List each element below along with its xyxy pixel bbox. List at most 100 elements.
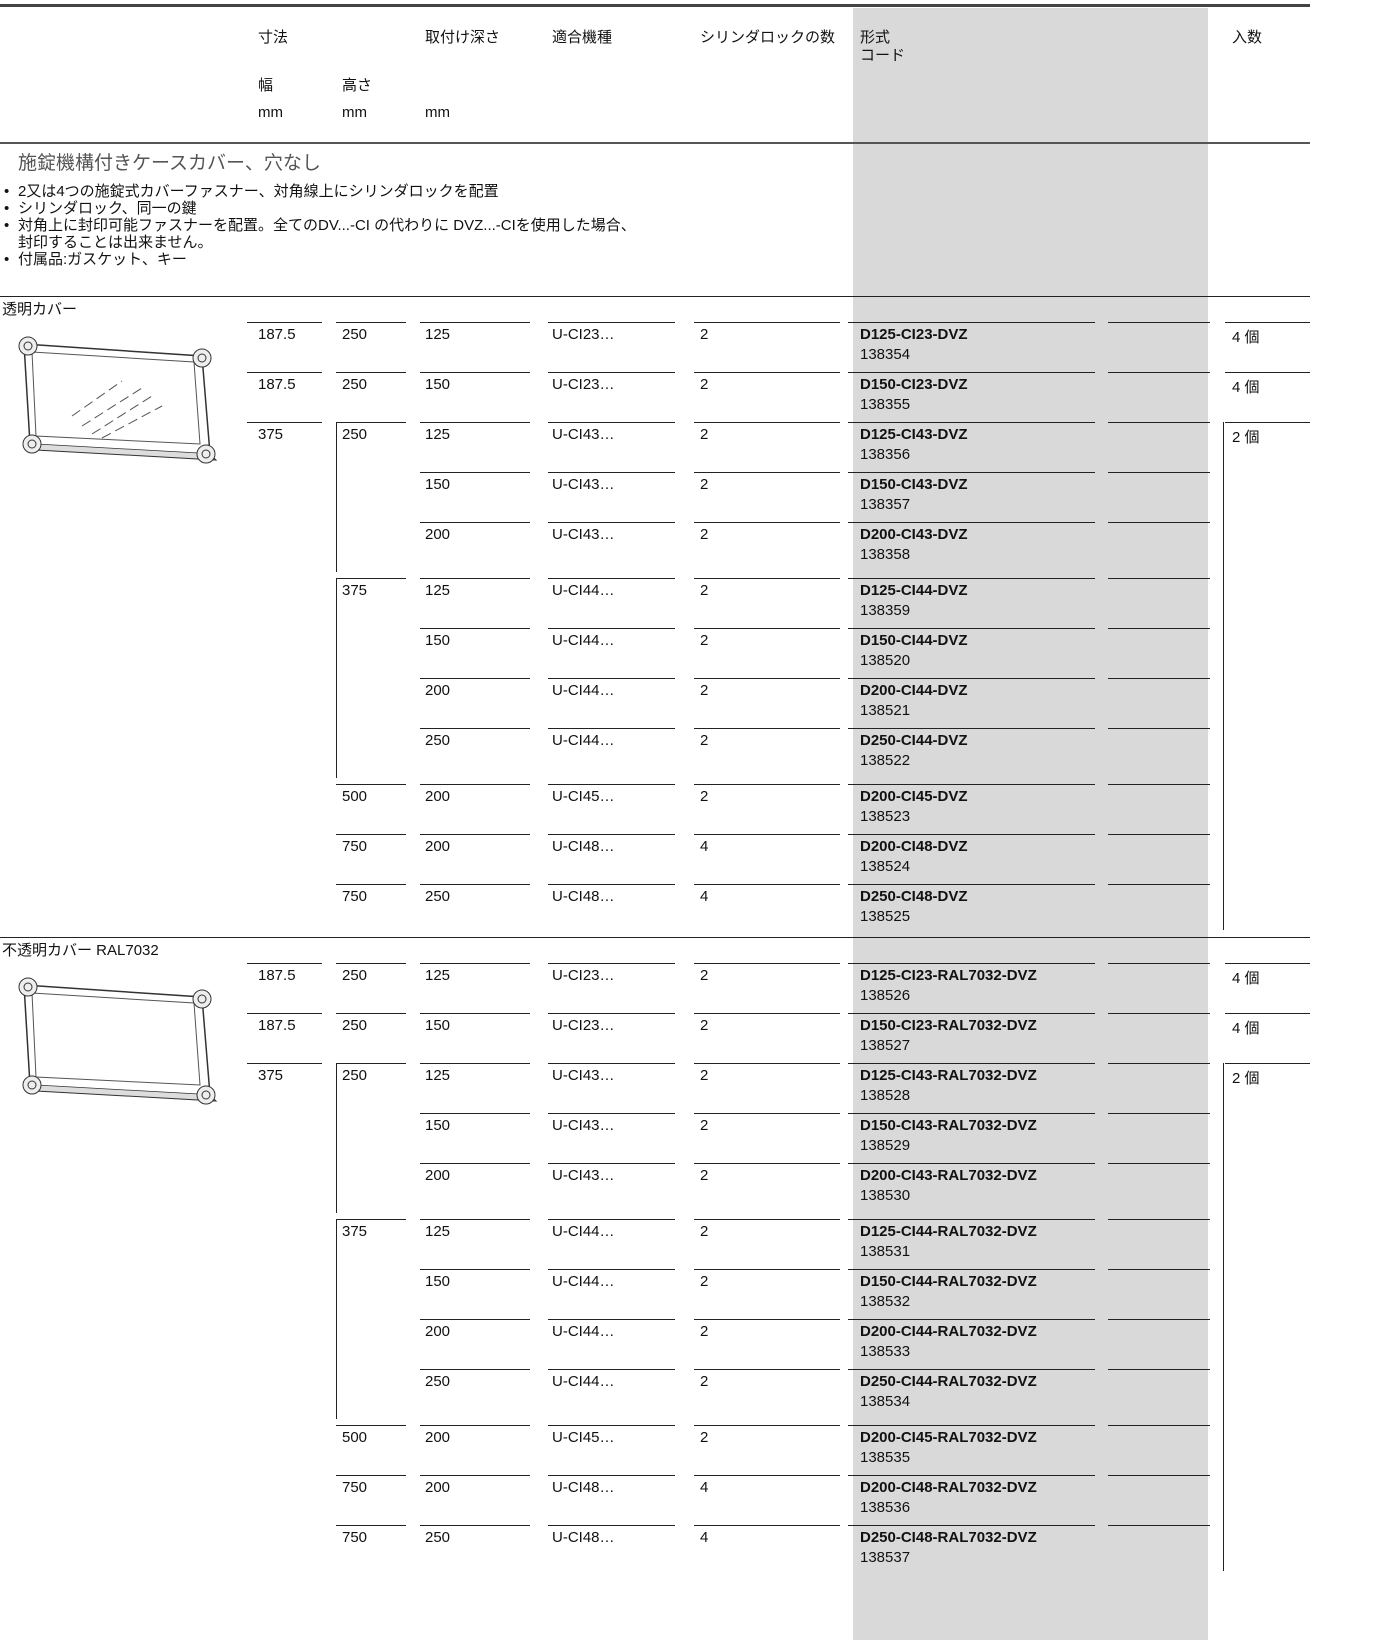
cell-qty: 4 個 xyxy=(1232,329,1260,346)
rule xyxy=(694,578,840,579)
header-type: 形式 xyxy=(860,29,891,46)
rule xyxy=(336,578,337,778)
rule xyxy=(420,884,530,885)
rule xyxy=(1108,1475,1210,1476)
cell-locks: 2 xyxy=(700,1373,709,1390)
rule xyxy=(548,1063,675,1064)
cell-code: 138357 xyxy=(860,496,911,513)
rule xyxy=(848,963,1095,964)
rule xyxy=(1108,963,1210,964)
rule xyxy=(336,1219,406,1220)
rule xyxy=(1108,628,1210,629)
rule xyxy=(1225,1063,1310,1064)
cell-d: 125 xyxy=(425,1067,451,1084)
cell-qty: 2 個 xyxy=(1232,429,1260,446)
cell-d: 200 xyxy=(425,1479,451,1496)
cell-model: U-CI23… xyxy=(552,967,615,984)
unit: mm xyxy=(425,104,450,121)
cell-model: U-CI23… xyxy=(552,1017,615,1034)
rule xyxy=(420,834,530,835)
rule xyxy=(848,1063,1095,1064)
cell-code: 138531 xyxy=(860,1243,911,1260)
cell-locks: 2 xyxy=(700,1323,709,1340)
cell-type: D200-CI48-DVZ xyxy=(860,838,968,855)
cell-locks: 2 xyxy=(700,1223,709,1240)
rule xyxy=(694,884,840,885)
rule xyxy=(336,1013,406,1014)
cell-code: 138528 xyxy=(860,1087,911,1104)
cell-d: 125 xyxy=(425,1223,451,1240)
cell-model: U-CI48… xyxy=(552,838,615,855)
rule xyxy=(1223,422,1224,930)
cell-locks: 2 xyxy=(700,732,709,749)
rule xyxy=(420,1369,530,1370)
cell-d: 250 xyxy=(425,1529,451,1546)
rule xyxy=(694,728,840,729)
cell-code: 138532 xyxy=(860,1293,911,1310)
cell-type: D200-CI43-RAL7032-DVZ xyxy=(860,1167,1037,1184)
rule xyxy=(548,1475,675,1476)
rule xyxy=(336,1219,337,1419)
cell-type: D125-CI43-RAL7032-DVZ xyxy=(860,1067,1037,1084)
cell-h: 250 xyxy=(342,426,368,443)
rule xyxy=(1108,834,1210,835)
product-image xyxy=(18,977,218,1105)
cell-type: D150-CI23-DVZ xyxy=(860,376,968,393)
cell-model: U-CI43… xyxy=(552,1167,615,1184)
header-dimensions: 寸法 xyxy=(258,29,289,46)
rule xyxy=(336,784,406,785)
cell-model: U-CI44… xyxy=(552,1273,615,1290)
cell-code: 138527 xyxy=(860,1037,911,1054)
cell-h: 500 xyxy=(342,1429,368,1446)
rule xyxy=(548,1163,675,1164)
rule xyxy=(420,728,530,729)
rule xyxy=(548,1525,675,1526)
header-locks: シリンダロックの数 xyxy=(700,29,836,46)
group-title: 不透明カバー RAL7032 xyxy=(2,942,159,959)
rule xyxy=(548,578,675,579)
header-rule xyxy=(0,142,1310,144)
cell-d: 125 xyxy=(425,967,451,984)
rule xyxy=(1108,1163,1210,1164)
cell-locks: 2 xyxy=(700,1067,709,1084)
rule xyxy=(1108,322,1210,323)
rule xyxy=(420,1219,530,1220)
cell-code: 138530 xyxy=(860,1187,911,1204)
rule xyxy=(694,522,840,523)
rule xyxy=(247,1013,322,1014)
rule xyxy=(694,472,840,473)
rule xyxy=(1108,1425,1210,1426)
rule xyxy=(1108,1319,1210,1320)
cell-model: U-CI44… xyxy=(552,1373,615,1390)
rule xyxy=(548,963,675,964)
cell-model: U-CI44… xyxy=(552,732,615,749)
rule xyxy=(336,422,406,423)
cell-h: 750 xyxy=(342,838,368,855)
bullet: シリンダロック、同一の鍵 xyxy=(4,200,197,217)
cell-model: U-CI43… xyxy=(552,1067,615,1084)
cell-type: D250-CI44-DVZ xyxy=(860,732,968,749)
rule xyxy=(336,322,406,323)
rule xyxy=(420,472,530,473)
cell-code: 138356 xyxy=(860,446,911,463)
rule xyxy=(548,372,675,373)
cell-model: U-CI48… xyxy=(552,1479,615,1496)
unit: mm xyxy=(342,104,367,121)
cell-h: 375 xyxy=(342,1223,368,1240)
cell-model: U-CI44… xyxy=(552,582,615,599)
rule xyxy=(548,472,675,473)
rule xyxy=(1108,884,1210,885)
rule xyxy=(420,1319,530,1320)
cell-d: 200 xyxy=(425,838,451,855)
cell-locks: 2 xyxy=(700,1273,709,1290)
cell-type: D200-CI44-RAL7032-DVZ xyxy=(860,1323,1037,1340)
rule xyxy=(694,372,840,373)
cell-h: 250 xyxy=(342,1067,368,1084)
rule xyxy=(848,678,1095,679)
rule xyxy=(1108,1219,1210,1220)
rule xyxy=(420,784,530,785)
rule xyxy=(1108,1013,1210,1014)
cell-d: 125 xyxy=(425,326,451,343)
cell-d: 200 xyxy=(425,1429,451,1446)
rule xyxy=(336,1525,406,1526)
